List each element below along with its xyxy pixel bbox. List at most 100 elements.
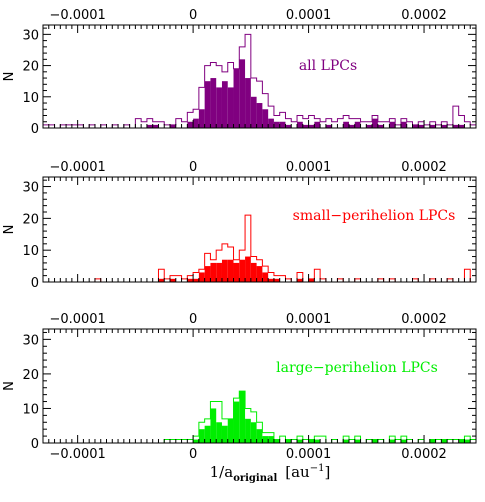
filled-bar: [193, 439, 199, 443]
filled-bar: [452, 124, 459, 128]
x-tick-label: −0.0001: [49, 312, 105, 327]
filled-bar: [458, 439, 465, 443]
filled-bar: [245, 418, 251, 443]
bottom-x-tick-labels: −0.0001 0 0.0001 0.0002: [49, 447, 446, 462]
filled-bar: [273, 439, 280, 443]
x-tick-label: 0.0002: [401, 160, 447, 175]
filled-bar: [372, 439, 378, 443]
filled-bar: [297, 278, 303, 282]
filled-bar: [245, 78, 251, 128]
y-tick-label: 20: [22, 368, 39, 383]
y-tick-label: 0: [31, 122, 39, 137]
y-tick-label: 30: [22, 333, 39, 348]
filled-bar: [227, 87, 234, 128]
filled-bar: [400, 121, 407, 128]
filled-bar: [216, 87, 222, 128]
filled-bar: [273, 278, 280, 282]
filled-bar: [210, 262, 217, 282]
filled-bar: [227, 259, 234, 282]
filled-bar: [198, 272, 205, 282]
filled-bar: [216, 262, 222, 282]
filled-bar: [389, 121, 396, 128]
filled-bar: [268, 118, 274, 128]
panel-frame: [42, 24, 477, 129]
x-tick-label: −0.0001: [49, 160, 105, 175]
y-tick-label: 30: [22, 181, 39, 196]
x-tick-label: 0.0001: [286, 8, 332, 23]
filled-bar: [279, 121, 286, 128]
filled-bar: [262, 109, 269, 128]
y-tick-label: 20: [22, 212, 39, 227]
filled-bar: [441, 124, 448, 128]
x-tick-label: 0.0002: [401, 312, 447, 327]
filled-bar: [239, 59, 246, 128]
filled-bar: [239, 391, 246, 443]
x-tick-label: 0: [189, 312, 197, 327]
filled-bar: [314, 121, 321, 128]
filled-bar: [256, 266, 263, 282]
filled-bar: [152, 124, 159, 128]
x-tick-label: 0: [189, 8, 197, 23]
y-tick-label: 0: [31, 276, 39, 291]
x-tick-label-bottom: 0: [189, 447, 197, 462]
filled-bar: [193, 118, 199, 128]
panel-frame: [42, 328, 477, 444]
series-label: large−perihelion LPCs: [276, 360, 438, 376]
filled-bar: [210, 78, 217, 128]
filled-bar: [297, 439, 303, 443]
filled-bar: [198, 109, 205, 128]
outline-histogram: [163, 390, 477, 443]
filled-bar: [245, 256, 251, 282]
series-label: small−perihelion LPCs: [293, 208, 456, 224]
filled-bar: [146, 124, 153, 128]
y-tick-label: 20: [22, 60, 39, 75]
x-axis-title-superscript: −1: [310, 463, 325, 474]
filled-bar: [343, 121, 349, 128]
filled-bar: [204, 425, 211, 443]
filled-bar: [262, 436, 269, 443]
x-tick-label: 0.0001: [286, 160, 332, 175]
x-tick-label: 0: [189, 160, 197, 175]
filled-bar: [250, 422, 257, 443]
filled-bar: [418, 124, 425, 128]
y-tick-label: 0: [31, 437, 39, 452]
filled-bar: [372, 118, 378, 128]
histogram-panel-3: −0.0001 0 0.0001 0.0002 0 10 20 30 Nlarge−perihe…: [2, 312, 477, 452]
y-axis-label: N: [2, 72, 17, 82]
x-tick-label: 0.0002: [401, 8, 447, 23]
histogram-panel-2: −0.0001 0 0.0001 0.0002 0 10 20 30 Nsmall−perihe…: [2, 160, 477, 291]
filled-bar: [302, 124, 309, 128]
filled-bar: [268, 278, 274, 282]
x-axis-title-subscript: original: [233, 473, 277, 484]
filled-bar: [170, 124, 176, 128]
filled-bar: [193, 278, 199, 282]
filled-bar: [429, 439, 436, 443]
filled-bar: [308, 278, 315, 282]
x-axis-title-unit-close: ]: [324, 463, 330, 481]
x-tick-label: −0.0001: [49, 8, 105, 23]
filled-bar: [233, 68, 240, 128]
x-tick-label-bottom: 0.0002: [401, 447, 447, 462]
x-axis-title: 1/aoriginal [au−1]: [210, 463, 331, 484]
filled-bar: [221, 259, 228, 282]
x-axis-title-unit-open: [au: [285, 463, 310, 481]
panel-frame: [42, 176, 477, 283]
filled-bar: [464, 439, 471, 443]
filled-bar: [233, 262, 240, 282]
filled-bar: [216, 422, 222, 443]
filled-bar: [429, 124, 436, 128]
filled-bar: [377, 124, 384, 128]
filled-bar: [268, 436, 274, 443]
filled-bar: [227, 418, 234, 443]
filled-bar: [325, 124, 332, 128]
filled-bar: [354, 121, 361, 128]
filled-bar: [239, 259, 246, 282]
filled-bar: [412, 124, 419, 128]
x-tick-label: 0.0001: [286, 312, 332, 327]
filled-bar: [297, 121, 303, 128]
filled-bar: [441, 439, 448, 443]
filled-bar: [285, 124, 292, 128]
